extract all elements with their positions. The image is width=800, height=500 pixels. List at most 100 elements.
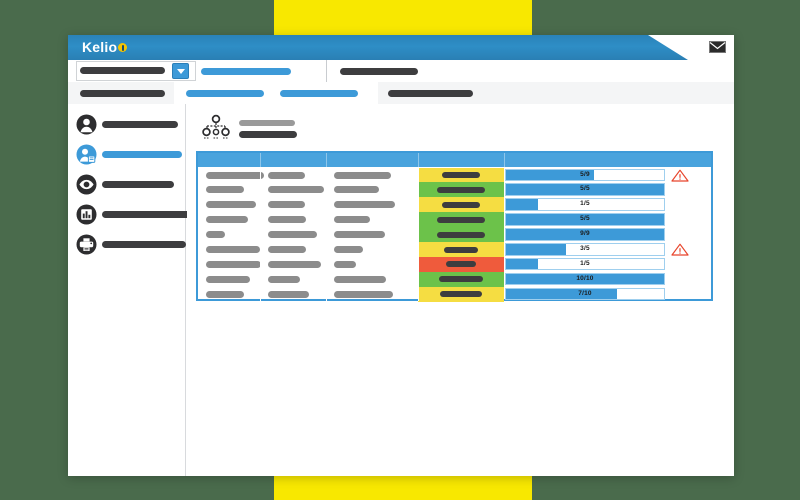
table-row[interactable]: 10/10 bbox=[198, 271, 711, 287]
progress-bar-fill bbox=[506, 273, 664, 285]
text-placeholder bbox=[206, 231, 225, 239]
progress-bar-fill bbox=[506, 258, 538, 270]
bar-chart-icon bbox=[76, 204, 97, 225]
sidebar-item-label bbox=[102, 121, 178, 128]
cell-team bbox=[260, 182, 326, 197]
status-badge bbox=[418, 227, 504, 242]
sidebar-item-label bbox=[102, 181, 174, 188]
cell-name bbox=[198, 212, 260, 227]
sidebar-item-label bbox=[102, 151, 182, 158]
toolbar-dropdown-value[interactable] bbox=[201, 68, 291, 75]
progress-bar-fill bbox=[506, 199, 538, 210]
sidebar-item-planning[interactable] bbox=[76, 142, 184, 167]
progress-bar-fill bbox=[506, 229, 664, 240]
progress-value: 5/5 bbox=[580, 185, 590, 193]
text-placeholder bbox=[334, 260, 356, 268]
progress-bar-fill bbox=[506, 288, 617, 300]
status-badge bbox=[418, 286, 504, 302]
chevron-down-icon bbox=[177, 69, 185, 74]
text-placeholder bbox=[268, 171, 305, 179]
brand-dot-icon bbox=[118, 43, 128, 52]
sidebar-item-reports[interactable] bbox=[76, 202, 196, 227]
text-placeholder bbox=[334, 201, 395, 209]
tab-label-active[interactable] bbox=[186, 90, 264, 97]
table-row[interactable]: 5/5 bbox=[198, 212, 711, 228]
progress-bar-fill bbox=[506, 214, 664, 225]
progress-bar: 1/5 bbox=[505, 257, 665, 271]
warning-triangle-icon[interactable] bbox=[670, 243, 690, 256]
table-row[interactable]: 5/5 bbox=[198, 182, 711, 198]
text-placeholder bbox=[206, 171, 264, 179]
cell-name bbox=[198, 168, 264, 183]
status-label-placeholder bbox=[442, 172, 480, 178]
table-row[interactable]: 7/10 bbox=[198, 286, 711, 302]
sidebar-item-employees[interactable] bbox=[76, 112, 184, 137]
cell-name bbox=[198, 242, 260, 257]
status-badge bbox=[418, 212, 504, 228]
cell-name bbox=[198, 197, 260, 212]
toolbar bbox=[68, 60, 734, 104]
cell-team bbox=[260, 197, 326, 212]
application-window: Kelio bbox=[68, 35, 734, 476]
cell-name bbox=[198, 227, 260, 242]
progress-bar: 5/9 bbox=[505, 168, 665, 182]
progress-value: 10/10 bbox=[576, 274, 594, 282]
table-column-divider bbox=[260, 167, 261, 302]
envelope-icon[interactable] bbox=[709, 41, 726, 53]
sidebar bbox=[68, 104, 196, 476]
status-label-placeholder bbox=[440, 291, 482, 298]
tab-label-inactive-2[interactable] bbox=[280, 90, 358, 97]
toolbar-divider bbox=[326, 60, 327, 82]
brand-logo[interactable]: Kelio bbox=[82, 39, 128, 56]
text-placeholder bbox=[334, 290, 393, 298]
status-label-placeholder bbox=[442, 201, 480, 208]
cell-team bbox=[260, 227, 326, 242]
progress-bar: 9/9 bbox=[505, 228, 665, 241]
table-row[interactable]: 3/5 bbox=[198, 242, 711, 257]
table-row[interactable]: 9/9 bbox=[198, 227, 711, 242]
text-placeholder bbox=[268, 231, 317, 239]
sidebar-item-print[interactable] bbox=[76, 232, 186, 257]
text-placeholder bbox=[206, 246, 260, 253]
progress-value: 7/10 bbox=[578, 289, 592, 297]
status-badge bbox=[418, 182, 504, 198]
cell-team bbox=[260, 287, 326, 302]
table-header-divider bbox=[326, 153, 327, 167]
progress-bar: 3/5 bbox=[505, 243, 665, 256]
cell-detail bbox=[326, 212, 418, 227]
cell-detail bbox=[326, 227, 418, 242]
table-header-divider bbox=[260, 153, 261, 167]
text-placeholder bbox=[206, 260, 261, 268]
tab-label-inactive-1[interactable] bbox=[80, 90, 165, 97]
progress-bar-fill bbox=[506, 169, 595, 181]
status-label-placeholder bbox=[437, 231, 485, 238]
cell-detail bbox=[326, 287, 418, 302]
main-content: 5/9 5/5 1/5 5/5 9/9 3/5 1/5 10/10 7/10 bbox=[187, 104, 734, 476]
text-placeholder bbox=[334, 231, 385, 239]
sidebar-item-visibility[interactable] bbox=[76, 172, 184, 197]
text-placeholder bbox=[268, 246, 306, 253]
cell-detail bbox=[326, 182, 418, 197]
cell-team bbox=[260, 242, 326, 257]
text-placeholder bbox=[268, 186, 324, 194]
cell-detail bbox=[326, 197, 418, 212]
cell-team bbox=[260, 212, 326, 227]
progress-value: 1/5 bbox=[580, 259, 590, 267]
toolbar-dropdown-toggle[interactable] bbox=[172, 63, 189, 79]
cell-team bbox=[260, 168, 326, 183]
table-header-divider bbox=[504, 153, 505, 167]
table-row[interactable]: 1/5 bbox=[198, 197, 711, 213]
table-row[interactable]: 1/5 bbox=[198, 256, 711, 272]
cell-name bbox=[198, 272, 260, 287]
text-placeholder bbox=[206, 186, 244, 194]
text-placeholder bbox=[268, 216, 306, 224]
progress-value: 9/9 bbox=[580, 230, 590, 238]
text-placeholder bbox=[268, 275, 300, 283]
table-row[interactable]: 5/9 bbox=[198, 167, 711, 183]
tab-label-inactive-3[interactable] bbox=[388, 90, 473, 97]
text-placeholder bbox=[206, 216, 248, 224]
toolbar-action-label[interactable] bbox=[340, 68, 418, 75]
text-placeholder bbox=[268, 290, 309, 298]
warning-triangle-icon[interactable] bbox=[670, 169, 690, 182]
